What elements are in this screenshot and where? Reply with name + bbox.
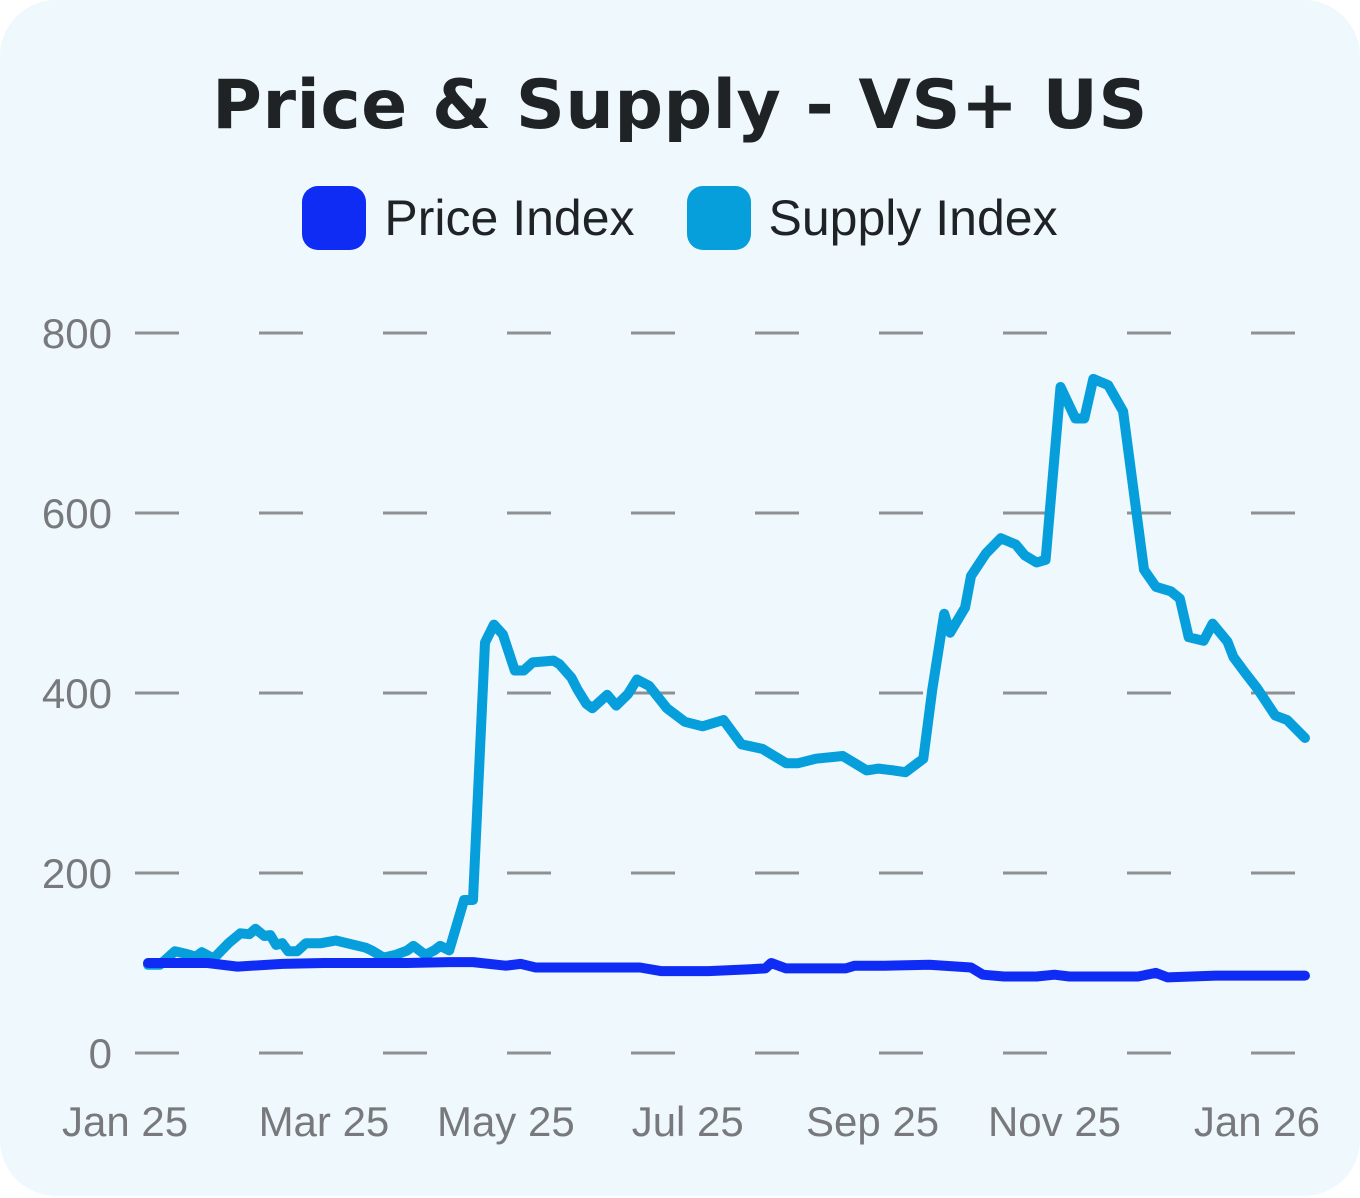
x-tick-label: May 25: [437, 1098, 575, 1145]
y-tick-label: 800: [42, 310, 112, 357]
legend-swatch-price-index: [302, 186, 367, 250]
y-tick-label: 400: [42, 670, 112, 717]
series-line-price-index[interactable]: [143, 957, 1310, 983]
series-lines: [143, 373, 1310, 983]
x-tick-label: Sep 25: [806, 1098, 939, 1145]
x-tick-label: Jan 25: [62, 1098, 188, 1145]
legend-swatch-supply-index: [686, 186, 751, 250]
legend-label-price-index: Price Index: [384, 190, 635, 246]
legend-item-price-index[interactable]: Price Index: [302, 186, 635, 250]
legend-label-supply-index: Supply Index: [768, 190, 1058, 246]
legend-item-supply-index[interactable]: Supply Index: [686, 186, 1058, 250]
y-tick-label: 200: [42, 850, 112, 897]
x-tick-label: Jan 26: [1194, 1098, 1320, 1145]
x-axis: Jan 25 Mar 25 May 25 Jul 25 Sep 25 Nov 25 Jan …: [62, 1098, 1320, 1145]
x-tick-label: Mar 25: [259, 1098, 390, 1145]
y-tick-label: 0: [89, 1030, 112, 1077]
y-tick-label: 600: [42, 490, 112, 537]
series-line-supply-index[interactable]: [143, 373, 1310, 970]
x-tick-label: Nov 25: [988, 1098, 1121, 1145]
chart-legend: Price Index Supply Index: [0, 180, 1360, 256]
y-axis: 0 200 400 600 800: [42, 310, 112, 1077]
x-tick-label: Jul 25: [632, 1098, 744, 1145]
chart-title: Price & Supply - VS+ US: [212, 66, 1148, 145]
